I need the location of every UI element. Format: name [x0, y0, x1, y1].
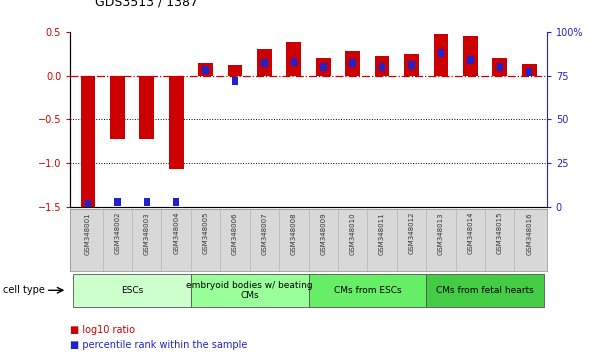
Bar: [408, 61, 415, 69]
Bar: [316, 58, 331, 76]
FancyBboxPatch shape: [309, 274, 426, 307]
Text: embryoid bodies w/ beating
CMs: embryoid bodies w/ beating CMs: [186, 281, 313, 300]
Bar: [228, 65, 243, 76]
Bar: [169, 76, 183, 170]
Bar: [379, 63, 386, 71]
Text: GSM348002: GSM348002: [114, 212, 120, 255]
Text: GSM348010: GSM348010: [349, 212, 356, 255]
Bar: [467, 56, 474, 64]
Bar: [463, 36, 478, 76]
Text: ■ log10 ratio: ■ log10 ratio: [70, 325, 135, 335]
Bar: [434, 34, 448, 76]
Bar: [492, 58, 507, 76]
Bar: [257, 50, 272, 76]
Text: cell type: cell type: [3, 285, 45, 295]
Bar: [291, 58, 297, 65]
Bar: [110, 76, 125, 139]
Bar: [114, 198, 120, 206]
Bar: [320, 63, 326, 71]
Text: GSM348001: GSM348001: [85, 212, 91, 255]
FancyBboxPatch shape: [191, 274, 309, 307]
Bar: [173, 198, 180, 206]
Bar: [85, 200, 91, 207]
Bar: [345, 51, 360, 76]
Bar: [349, 59, 356, 67]
Bar: [232, 77, 238, 85]
Bar: [497, 63, 503, 71]
Text: GSM348008: GSM348008: [291, 212, 297, 255]
Text: GSM348005: GSM348005: [203, 212, 208, 255]
Text: GDS3513 / 1387: GDS3513 / 1387: [95, 0, 198, 9]
Text: GSM348009: GSM348009: [320, 212, 326, 255]
Bar: [287, 42, 301, 76]
Text: GSM348012: GSM348012: [409, 212, 414, 255]
Text: GSM348016: GSM348016: [526, 212, 532, 255]
Text: ■ percentile rank within the sample: ■ percentile rank within the sample: [70, 341, 247, 350]
Text: GSM348003: GSM348003: [144, 212, 150, 255]
Bar: [139, 76, 154, 139]
Bar: [526, 68, 532, 76]
Text: CMs from ESCs: CMs from ESCs: [334, 286, 401, 295]
Text: GSM348007: GSM348007: [262, 212, 268, 255]
Text: GSM348011: GSM348011: [379, 212, 385, 255]
Text: CMs from fetal hearts: CMs from fetal hearts: [436, 286, 534, 295]
Bar: [437, 49, 444, 57]
FancyBboxPatch shape: [426, 274, 544, 307]
Text: GSM348004: GSM348004: [173, 212, 179, 255]
Bar: [522, 64, 536, 76]
Bar: [144, 198, 150, 206]
Bar: [81, 76, 95, 207]
Bar: [375, 56, 389, 76]
Text: GSM348013: GSM348013: [438, 212, 444, 255]
Bar: [198, 63, 213, 76]
Bar: [404, 54, 419, 76]
Text: GSM348006: GSM348006: [232, 212, 238, 255]
FancyBboxPatch shape: [73, 274, 191, 307]
Bar: [202, 67, 209, 74]
Text: GSM348014: GSM348014: [467, 212, 474, 255]
Text: GSM348015: GSM348015: [497, 212, 503, 255]
Text: ESCs: ESCs: [121, 286, 143, 295]
Bar: [261, 59, 268, 67]
